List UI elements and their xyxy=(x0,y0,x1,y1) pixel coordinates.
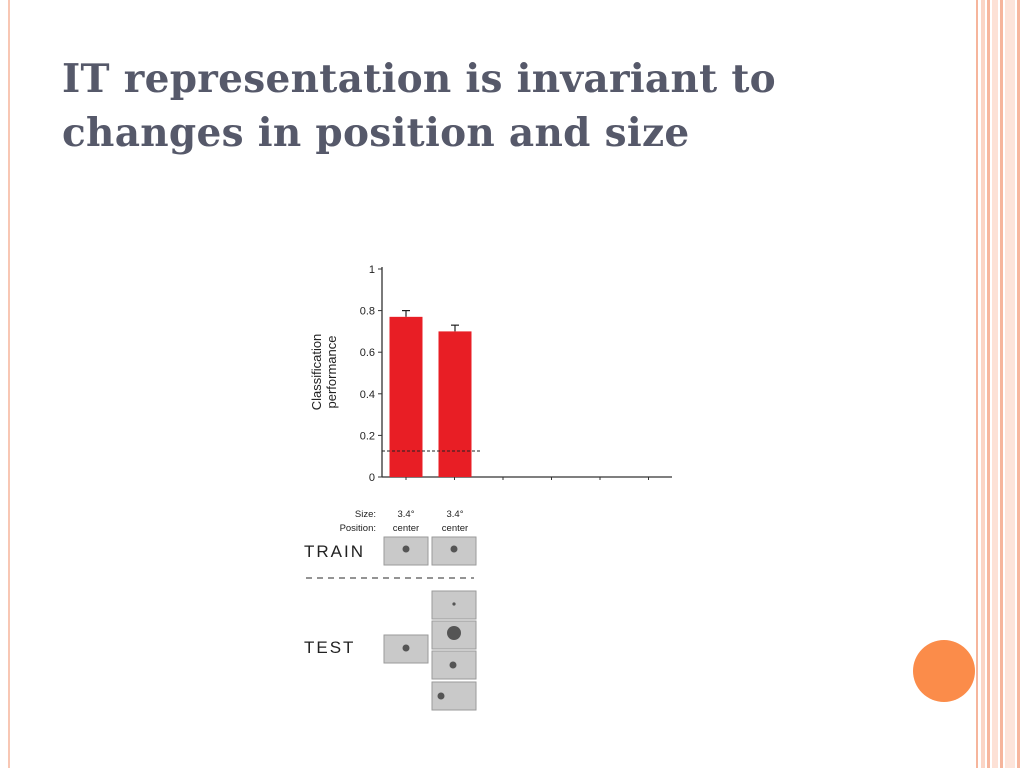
title-line-1: IT representation is invariant to xyxy=(62,56,776,102)
slide-frame-left xyxy=(8,0,10,768)
condition-1-size: 3.4° xyxy=(397,509,414,520)
decor-stripe xyxy=(992,0,998,768)
condition-2-size: 3.4° xyxy=(446,509,463,520)
y-tick-label: 0.2 xyxy=(360,430,375,442)
slide-title: IT representation is invariant to change… xyxy=(62,52,922,160)
decor-stripe xyxy=(976,0,978,768)
decor-stripe xyxy=(981,0,985,768)
test-object-icon xyxy=(452,602,456,606)
test-object-icon xyxy=(449,661,457,669)
test-object-icon xyxy=(437,692,445,700)
y-axis-title-line-2: performance xyxy=(324,336,339,409)
test-object-icon xyxy=(402,644,410,652)
bar xyxy=(438,331,472,477)
bar xyxy=(389,316,423,477)
decor-stripe xyxy=(1017,0,1020,768)
decor-stripe xyxy=(1000,0,1003,768)
y-ticks: 0 0.2 0.4 0.6 0.8 1 xyxy=(360,264,382,484)
decor-stripe xyxy=(1005,0,1015,768)
test-object-icon xyxy=(447,626,461,640)
x-ticks xyxy=(405,477,649,480)
y-tick-label: 0.8 xyxy=(360,306,375,318)
accent-dot xyxy=(913,640,975,702)
test-label: TEST xyxy=(304,638,355,657)
y-tick-label: 1 xyxy=(369,264,375,276)
y-axis-title-line-1: Classification xyxy=(309,334,324,411)
position-label: Position: xyxy=(340,523,376,534)
condition-1-position: center xyxy=(393,523,419,534)
y-tick-label: 0 xyxy=(369,472,375,484)
condition-2-position: center xyxy=(442,523,468,534)
decor-stripe xyxy=(987,0,990,768)
train-object-icon xyxy=(402,545,410,553)
bar-series xyxy=(389,309,472,477)
size-label: Size: xyxy=(355,509,376,520)
y-tick-label: 0.4 xyxy=(360,389,375,401)
classification-chart: 0 0.2 0.4 0.6 0.8 1 Classification performanc… xyxy=(304,264,672,711)
y-tick-label: 0.6 xyxy=(360,347,375,359)
train-label: TRAIN xyxy=(304,542,365,561)
title-line-2: changes in position and size xyxy=(62,110,690,156)
train-object-icon xyxy=(450,545,458,553)
